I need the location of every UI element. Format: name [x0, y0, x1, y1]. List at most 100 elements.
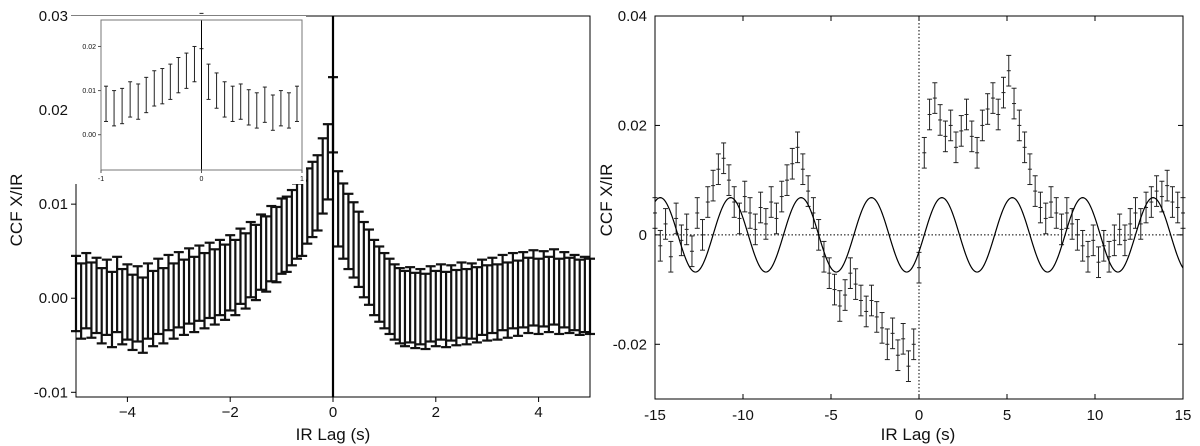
right-errorbar-point [948, 109, 954, 142]
left-errorbar-point [394, 267, 405, 345]
right-y-tick-label: -0.02 [613, 336, 647, 353]
left-errorbar-point [204, 241, 215, 320]
right-errorbar-point [1169, 186, 1175, 218]
right-errorbar-point [937, 104, 943, 136]
inset-y-tick-label: 0.02 [82, 44, 96, 51]
left-errorbar-point [173, 251, 184, 329]
left-errorbar-point [137, 276, 148, 354]
right-errorbar-point [1117, 213, 1123, 246]
left-errorbar-point [81, 251, 92, 330]
right-errorbar-point [1132, 197, 1138, 229]
right-errorbar-point [1048, 186, 1054, 218]
right-errorbar-point [969, 120, 975, 153]
right-x-tick-label: -5 [824, 407, 837, 424]
right-y-tick-label: 0.04 [618, 8, 647, 25]
left-errorbar-point [405, 266, 416, 344]
right-x-tick-label: -15 [644, 407, 666, 424]
left-errorbar-point [240, 232, 251, 310]
inset-errorbar-point [112, 90, 117, 127]
inset-y-ticks: 0.00 0.01 0.02 [82, 44, 101, 139]
right-errorbar-point [773, 202, 779, 235]
right-errorbar-point [890, 317, 896, 350]
left-errorbar-point [410, 271, 421, 350]
inset-x-tick-label: 1 [300, 176, 304, 183]
inset-y-tick-label: 0.00 [82, 132, 96, 139]
left-x-tick-label: 4 [534, 404, 542, 421]
right-errorbar-point [847, 257, 853, 289]
right-errorbar-point [710, 169, 716, 202]
left-errorbar-point [148, 269, 159, 348]
right-errorbar-point [979, 109, 985, 142]
left-errorbar-point [127, 273, 138, 352]
right-errorbar-point [721, 142, 727, 175]
left-errorbar-point [184, 247, 195, 325]
right-errorbar-point [1159, 180, 1165, 213]
inset-errorbar-point [176, 57, 181, 94]
left-errorbar-point [559, 251, 570, 329]
inset-errorbar-point [246, 89, 251, 126]
right-errorbar-point [932, 82, 938, 114]
left-errorbar-point [276, 197, 287, 275]
left-errorbar-point [250, 223, 261, 302]
right-errorbar-point [694, 197, 700, 229]
right-errorbar-point [1016, 109, 1022, 142]
left-errorbar-point [456, 261, 467, 339]
left-errorbar-point [163, 253, 174, 332]
right-errorbar-point [1032, 175, 1038, 207]
inset-errorbar-point [214, 72, 219, 109]
left-errorbar-point [178, 258, 189, 337]
right-errorbar-point [826, 257, 832, 289]
left-errorbar-point [256, 213, 267, 291]
right-errorbar-point [1096, 246, 1102, 279]
left-data-layer [71, 76, 595, 354]
left-errorbar-point [348, 201, 359, 279]
left-errorbar-point [471, 266, 482, 344]
right-errorbar-point [990, 82, 996, 114]
left-errorbar-point [492, 263, 503, 341]
left-errorbar-point [538, 250, 549, 328]
left-x-tick-label: −2 [222, 404, 239, 421]
left-errorbar-point [96, 267, 107, 345]
inset-errorbar-point [120, 87, 125, 125]
left-errorbar-point [235, 227, 246, 305]
right-errorbar-point [1175, 191, 1181, 224]
inset-errorbar-point [206, 63, 211, 100]
right-errorbar-point [895, 339, 901, 372]
right-errorbar-point [958, 115, 964, 147]
right-errorbar-point [731, 186, 737, 218]
inset-x-tick-label: 0 [200, 176, 204, 183]
left-errorbar-point [76, 262, 87, 340]
inset-errorbar-point [104, 85, 109, 122]
right-errorbar-point [684, 213, 690, 246]
left-errorbar-point [106, 270, 117, 349]
right-errorbar-point [1000, 76, 1006, 109]
right-errorbar-point [863, 295, 869, 328]
right-errorbar-point [985, 93, 991, 125]
right-errorbar-point [911, 328, 917, 361]
left-errorbar-point [214, 238, 225, 317]
left-y-tick-label: 0.01 [39, 196, 68, 213]
right-x-axis-label: IR Lag (s) [881, 425, 956, 444]
right-errorbar-point [953, 131, 959, 164]
left-errorbar-point [153, 257, 164, 336]
right-errorbar-point [1037, 191, 1043, 224]
right-errorbar-point [874, 301, 880, 333]
left-errorbar-point [353, 210, 364, 289]
right-y-tick-label: 0 [639, 227, 647, 244]
left-errorbar-point [261, 215, 272, 293]
left-errorbar-point [554, 257, 565, 336]
left-errorbar-point [194, 244, 205, 322]
left-x-axis-label: IR Lag (s) [296, 425, 371, 444]
left-y-tick-label: 0.02 [39, 102, 68, 119]
left-errorbar-point [142, 262, 153, 340]
left-errorbar-point [389, 263, 400, 341]
left-x-tick-label: 2 [432, 404, 440, 421]
right-errorbar-point [1138, 208, 1144, 240]
left-errorbar-point [343, 192, 354, 271]
left-errorbar-point [312, 154, 323, 232]
left-errorbar-point [420, 272, 431, 351]
left-errorbar-point [574, 258, 585, 337]
left-errorbar-point [399, 269, 410, 348]
right-errorbar-point [705, 186, 711, 218]
